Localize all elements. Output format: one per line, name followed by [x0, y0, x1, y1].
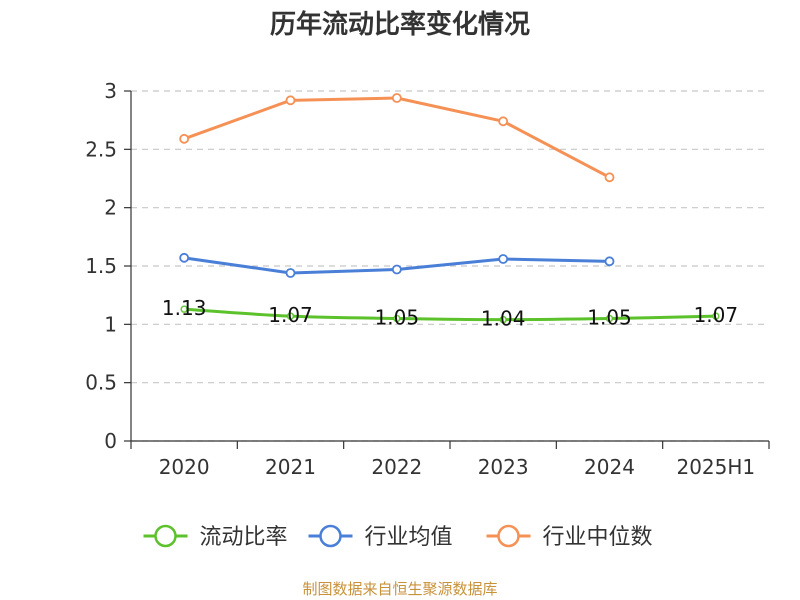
data-label: 1.04 [481, 307, 526, 331]
legend-marker [154, 524, 177, 548]
data-point [499, 315, 507, 324]
data-point [391, 264, 402, 275]
data-label: 1.13 [162, 296, 207, 320]
data-point [179, 252, 190, 263]
x-tick-label: 2025H1 [676, 455, 755, 479]
series [179, 93, 720, 324]
legend-label: 行业中位数 [543, 525, 653, 550]
y-tick-label: 2.5 [85, 137, 117, 161]
series-line [183, 96, 611, 179]
data-point [180, 305, 188, 313]
legend-label: 流动比率 [200, 525, 288, 550]
legend-marker [319, 524, 342, 548]
legend-label: 行业均值 [365, 525, 453, 550]
data-label: 1.05 [587, 306, 632, 330]
y-tick-label: 0.5 [85, 371, 117, 395]
grid [131, 90, 769, 442]
y-tick-label: 0 [104, 429, 117, 453]
data-point [393, 314, 401, 323]
data-label: 1.07 [268, 303, 313, 327]
data-point [604, 172, 615, 183]
data-label: 1.05 [375, 306, 420, 330]
data-point [712, 312, 720, 320]
data-point [604, 256, 615, 267]
data-point [286, 312, 295, 320]
data-point [605, 314, 614, 323]
legend: 流动比率 行业均值 行业中位数 [143, 524, 653, 550]
chart-title: 历年流动比率变化情况 [270, 9, 530, 40]
data-labels: 1.13 1.07 1.05 1.04 1.05 1.07 [162, 296, 738, 331]
x-tick-label: 2023 [478, 455, 529, 479]
data-label: 1.07 [694, 303, 739, 327]
data-point [285, 95, 296, 106]
x-tick-label: 2024 [584, 455, 635, 479]
series-line [184, 307, 716, 322]
y-tick-label: 1 [104, 312, 117, 336]
y-tick-label: 1.5 [85, 254, 117, 278]
legend-marker [497, 524, 520, 548]
source-note: 制图数据来自恒生聚源数据库 [302, 580, 497, 598]
data-point [285, 268, 296, 278]
data-point [498, 254, 509, 264]
data-point [391, 93, 402, 103]
y-tick-label: 3 [104, 79, 117, 103]
x-tick-label: 2021 [265, 455, 316, 479]
y-tick-label: 2 [104, 196, 117, 220]
x-tick-label: 2020 [159, 455, 210, 479]
x-tick-label: 2022 [371, 455, 422, 479]
data-point [179, 133, 190, 144]
axes: 0 0.5 1 1.5 2 2.5 3 2020 2021 2022 2023 2024 2025H1 [85, 79, 770, 479]
data-point [498, 116, 509, 127]
